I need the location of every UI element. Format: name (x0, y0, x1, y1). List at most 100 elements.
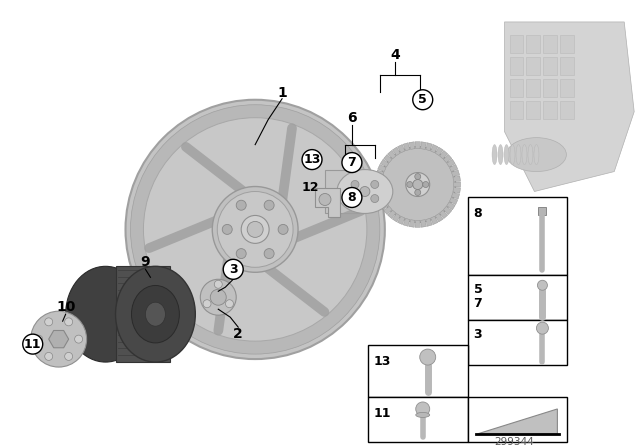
Bar (543, 79, 557, 97)
Polygon shape (415, 220, 420, 227)
Circle shape (75, 335, 83, 343)
Bar (509, 101, 524, 119)
Polygon shape (444, 207, 452, 215)
Circle shape (351, 194, 359, 202)
Circle shape (236, 249, 246, 258)
Text: 7: 7 (474, 297, 483, 310)
Text: 8: 8 (348, 191, 356, 204)
Ellipse shape (534, 145, 539, 164)
Text: 7: 7 (348, 156, 356, 169)
Text: 13: 13 (303, 153, 321, 166)
Circle shape (247, 221, 263, 237)
Ellipse shape (337, 169, 393, 213)
Circle shape (351, 181, 359, 189)
Text: 3: 3 (474, 328, 482, 341)
Ellipse shape (522, 145, 527, 164)
Circle shape (225, 300, 234, 308)
Polygon shape (451, 170, 460, 177)
Circle shape (413, 180, 423, 190)
Circle shape (423, 181, 429, 188)
Bar (538, 207, 547, 215)
Polygon shape (435, 214, 443, 222)
Polygon shape (392, 214, 400, 222)
Polygon shape (378, 198, 386, 205)
Circle shape (23, 334, 43, 354)
Circle shape (416, 402, 429, 416)
Text: 3: 3 (229, 263, 237, 276)
Polygon shape (426, 143, 433, 151)
Text: 8: 8 (474, 207, 482, 220)
Text: 11: 11 (374, 407, 392, 420)
Circle shape (380, 146, 456, 222)
Bar (116, 266, 170, 362)
Polygon shape (431, 216, 438, 224)
Bar (527, 79, 540, 97)
Polygon shape (440, 210, 448, 219)
Polygon shape (409, 142, 415, 149)
Ellipse shape (498, 145, 503, 164)
Circle shape (371, 194, 379, 202)
Circle shape (211, 289, 227, 305)
Bar (509, 79, 524, 97)
Polygon shape (444, 155, 452, 163)
Bar (543, 101, 557, 119)
Ellipse shape (492, 145, 497, 164)
Circle shape (31, 311, 86, 367)
Bar (561, 35, 574, 53)
Circle shape (223, 259, 243, 279)
Bar (527, 57, 540, 75)
Circle shape (65, 318, 72, 326)
Polygon shape (435, 147, 443, 155)
Polygon shape (378, 164, 386, 172)
Polygon shape (380, 202, 388, 210)
Ellipse shape (506, 138, 566, 172)
Ellipse shape (66, 266, 145, 362)
Ellipse shape (145, 302, 165, 326)
Circle shape (222, 224, 232, 234)
Bar (468, 198, 568, 275)
Circle shape (125, 100, 385, 359)
Polygon shape (504, 22, 634, 191)
Polygon shape (440, 151, 448, 159)
Circle shape (264, 200, 274, 210)
Polygon shape (376, 170, 384, 177)
Polygon shape (376, 193, 384, 199)
Polygon shape (375, 176, 383, 181)
Text: 2: 2 (234, 327, 243, 341)
Circle shape (420, 349, 436, 365)
Circle shape (264, 249, 274, 258)
Polygon shape (397, 216, 405, 224)
Polygon shape (426, 218, 433, 226)
Polygon shape (403, 218, 410, 226)
Bar (561, 101, 574, 119)
Polygon shape (453, 187, 461, 193)
Circle shape (360, 186, 370, 197)
Circle shape (538, 280, 547, 290)
Ellipse shape (510, 145, 515, 164)
Polygon shape (447, 202, 455, 210)
Circle shape (415, 190, 420, 195)
Bar (561, 79, 574, 97)
Circle shape (536, 322, 548, 334)
Circle shape (217, 191, 293, 267)
Circle shape (65, 353, 72, 360)
Bar (468, 320, 568, 365)
Text: 299344: 299344 (495, 437, 534, 447)
Circle shape (406, 172, 429, 197)
Polygon shape (454, 182, 461, 187)
Circle shape (342, 188, 362, 207)
Circle shape (415, 173, 420, 180)
Polygon shape (415, 142, 420, 149)
Circle shape (407, 181, 413, 188)
Polygon shape (392, 147, 400, 155)
Circle shape (214, 280, 222, 288)
Circle shape (241, 215, 269, 243)
Ellipse shape (131, 285, 179, 343)
Polygon shape (388, 151, 396, 159)
Polygon shape (449, 198, 458, 205)
Bar (543, 35, 557, 53)
Ellipse shape (504, 145, 509, 164)
Circle shape (45, 318, 52, 326)
Polygon shape (315, 188, 340, 217)
Bar (368, 345, 468, 397)
